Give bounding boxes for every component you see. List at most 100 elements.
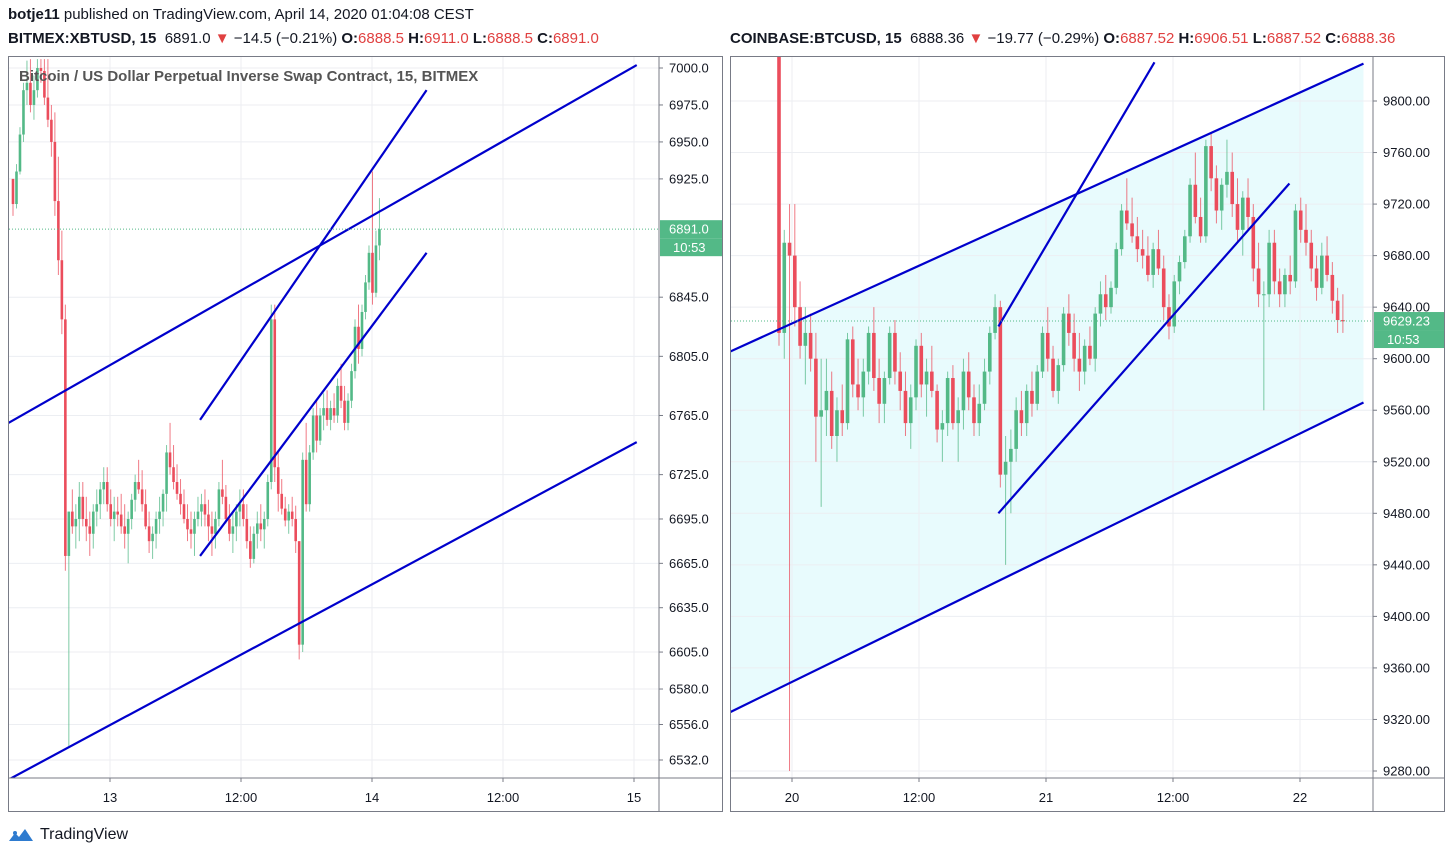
candle-body (140, 489, 144, 505)
left-symbol[interactable]: BITMEX:XBTUSD, 15 (8, 30, 157, 47)
candle-body (1188, 184, 1192, 237)
tradingview-brand: TradingView (40, 826, 129, 843)
candle-body (872, 332, 876, 379)
candle-body (137, 482, 140, 490)
countdown-tag (1374, 330, 1444, 349)
candle-body (1051, 358, 1055, 391)
candle-body (924, 371, 929, 385)
candle-body (15, 171, 18, 205)
candle-body (898, 371, 903, 391)
candle-body (336, 385, 339, 416)
candle-body (1309, 242, 1314, 269)
candle-body (84, 518, 88, 527)
time-tick-label: 12:00 (903, 790, 936, 805)
candle-body (1019, 410, 1024, 424)
right-down-arrow-icon: ▼ (968, 30, 984, 47)
candle-body (186, 518, 189, 530)
tradingview-footer[interactable]: TradingView (8, 824, 128, 846)
candle-body (193, 518, 196, 534)
right-low-label: L: (1252, 30, 1267, 47)
price-tick-label: 9600.00 (1383, 351, 1430, 366)
candle-body (315, 415, 318, 441)
candle-body (1156, 249, 1161, 269)
right-chart-svg[interactable]: 9800.00 9760.00 9720.00 9680.00 9640.00 9600.… (731, 57, 1444, 811)
countdown-tag (660, 238, 722, 257)
candle-body (1114, 249, 1119, 288)
candle-body (1277, 281, 1282, 295)
candle-body (1341, 320, 1345, 322)
right-high-value: 6906.51 (1194, 30, 1249, 47)
right-chart-panel[interactable]: 9800.00 9760.00 9720.00 9680.00 9640.00 9600.… (730, 56, 1445, 812)
candle-body (1314, 268, 1319, 288)
candle-body (1109, 287, 1113, 308)
right-open-label: O: (1103, 30, 1121, 47)
candle-body (228, 518, 231, 534)
time-tick-label: 12:00 (225, 790, 258, 805)
candle-body (1320, 255, 1324, 288)
left-chart-panel[interactable]: 7000.0 6975.0 6950.0 6925.0 6845.0 6805.0 6765… (8, 56, 723, 812)
candle-body (1035, 371, 1040, 404)
candle-body (1251, 216, 1256, 269)
candle-body (1072, 332, 1076, 359)
candles-group (11, 59, 381, 749)
right-high-label: H: (1178, 30, 1195, 47)
price-tick-label: 6556.0 (669, 717, 709, 732)
trendline (731, 62, 1364, 353)
publisher-name: botje11 (8, 6, 60, 23)
candle-body (1209, 146, 1213, 179)
candle-body (945, 378, 950, 424)
publish-text: published on TradingView.com, April 14, … (59, 6, 474, 23)
candle-body (325, 408, 329, 420)
candle-body (301, 459, 304, 645)
candle-body (196, 511, 200, 519)
candle-body (168, 452, 172, 468)
candle-body (43, 70, 46, 98)
current-price-label: 9629.23 (1383, 314, 1430, 329)
candle-body (283, 508, 287, 521)
candle-body (966, 371, 971, 398)
candle-body (1045, 332, 1050, 359)
candle-body (287, 511, 291, 521)
time-tick-label: 22 (1293, 790, 1307, 805)
candle-body (224, 496, 228, 519)
left-chart-svg[interactable]: 7000.0 6975.0 6950.0 6925.0 6845.0 6805.0 6765… (9, 57, 722, 811)
candle-body (200, 504, 203, 512)
price-tick-label: 6925.0 (669, 171, 709, 186)
right-symbol[interactable]: COINBASE:BTCUSD, 15 (730, 30, 902, 47)
left-open-value: 6888.5 (358, 30, 404, 47)
price-tick-label: 6532.0 (669, 753, 709, 768)
candle-body (1093, 313, 1097, 359)
candle-body (343, 400, 346, 423)
candle-body (1262, 294, 1266, 296)
candle-body (18, 134, 22, 172)
tradingview-logo-icon (9, 829, 33, 841)
candle-body (32, 90, 36, 105)
candle-body (329, 408, 332, 420)
candle-body (91, 511, 95, 534)
candle-body (294, 518, 297, 542)
candle-body (1219, 184, 1224, 211)
right-low-value: 6887.52 (1266, 30, 1322, 47)
candle-body (861, 371, 866, 398)
candle-body (1146, 255, 1150, 275)
candle-body (1056, 365, 1061, 391)
candle-body (1103, 294, 1108, 308)
candle-body (1130, 223, 1134, 237)
candle-body (67, 511, 71, 556)
candle-body (378, 229, 381, 246)
candle-body (961, 371, 966, 411)
candle-body (1082, 345, 1087, 372)
candle-body (1325, 255, 1329, 275)
candle-body (919, 345, 924, 385)
price-axis-background (659, 57, 722, 811)
time-tick-label: 20 (785, 790, 799, 805)
candle-body (189, 529, 193, 534)
price-tick-label: 6805.0 (669, 349, 709, 364)
candle-body (364, 282, 367, 312)
left-close-value: 6891.0 (552, 30, 599, 47)
candle-body (956, 410, 960, 424)
candle-body (126, 518, 130, 534)
price-tick-label: 9800.00 (1383, 94, 1430, 109)
candle-body (158, 511, 161, 519)
candle-body (151, 533, 154, 542)
